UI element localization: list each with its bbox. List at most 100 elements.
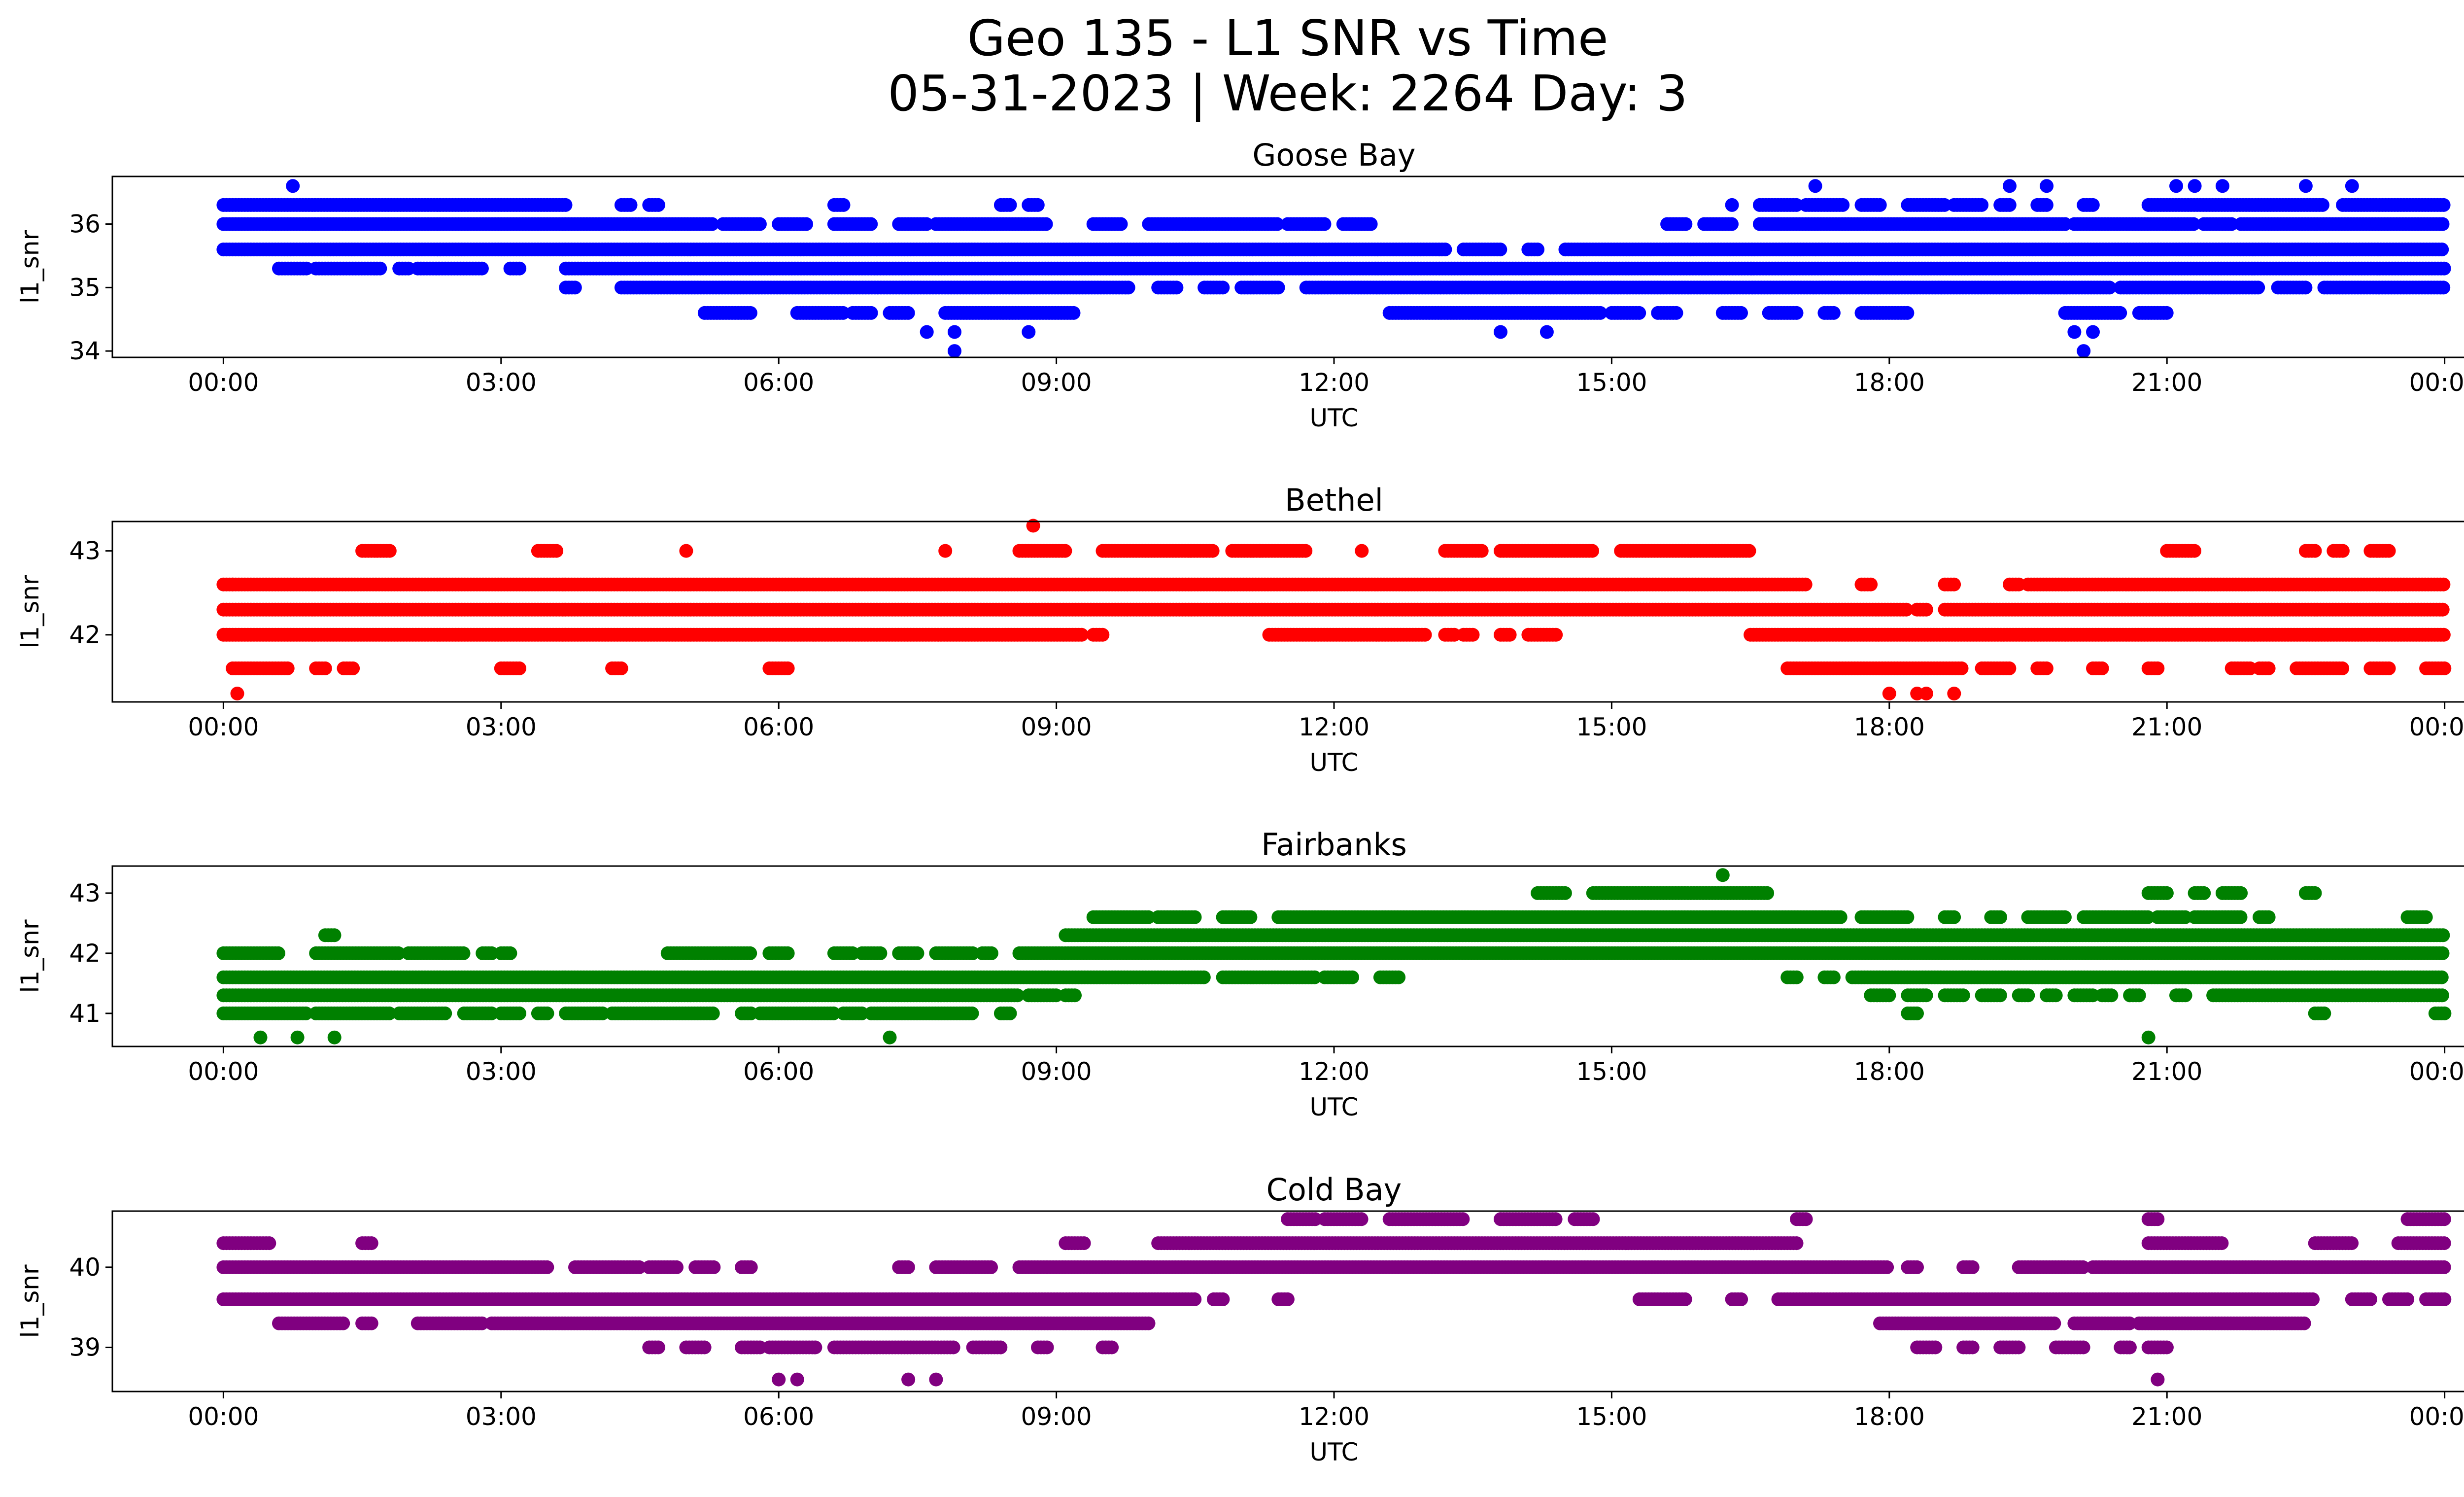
y-tick-label: 35 [69, 273, 101, 302]
x-tick-label: 06:00 [743, 368, 814, 397]
data-point [1632, 306, 1646, 320]
figure-title-line2: 05-31-2023 | Week: 2264 Day: 3 [0, 64, 2464, 123]
data-point [1003, 198, 1017, 212]
data-point [1585, 544, 1599, 558]
data-point [286, 179, 300, 193]
data-point [2298, 280, 2312, 294]
data-point [1216, 280, 1230, 294]
x-tick-label: 18:00 [1854, 368, 1925, 397]
x-tick-label: 09:00 [1021, 368, 1092, 397]
data-point [2435, 243, 2449, 256]
data-point [2160, 306, 2174, 320]
x-tick-label: 21:00 [2131, 368, 2202, 397]
data-point [2003, 198, 2017, 212]
data-point [1067, 306, 1081, 320]
data-point [2216, 179, 2229, 193]
data-points [216, 179, 2451, 358]
data-point [2436, 603, 2450, 617]
data-point [1031, 198, 1045, 212]
data-point [1531, 243, 1544, 256]
data-point [1299, 544, 1312, 558]
data-point [2113, 306, 2127, 320]
data-point [837, 198, 851, 212]
data-point [1836, 198, 1849, 212]
data-point [383, 544, 397, 558]
data-point [1114, 217, 1128, 231]
data-point [1725, 198, 1739, 212]
data-point [2086, 198, 2100, 212]
data-point [2316, 198, 2329, 212]
data-point [901, 306, 915, 320]
data-point [568, 280, 582, 294]
data-points [216, 519, 2451, 701]
data-point [1827, 306, 1841, 320]
x-tick-label: 03:00 [466, 368, 537, 397]
data-point [948, 344, 961, 358]
data-point [2437, 198, 2451, 212]
data-point [2040, 179, 2053, 193]
data-point [753, 217, 767, 231]
data-point [475, 262, 489, 276]
data-point [1873, 198, 1887, 212]
subplot-title: Goose Bay [1252, 137, 1415, 173]
data-point [1743, 544, 1756, 558]
data-point [1678, 217, 1692, 231]
data-point [2436, 578, 2450, 592]
data-point [559, 198, 573, 212]
figure-title-line1: Geo 135 - L1 SNR vs Time [0, 9, 2464, 68]
y-tick-label: 36 [69, 210, 101, 239]
data-point [2040, 198, 2053, 212]
data-point [2336, 544, 2350, 558]
data-point [1364, 217, 1378, 231]
data-point [2437, 262, 2451, 276]
data-point [1039, 217, 1053, 231]
x-tick-label: 00:00 [188, 368, 259, 397]
data-point [549, 544, 563, 558]
data-point [1438, 243, 1452, 256]
data-point [1947, 578, 1961, 592]
data-point [1058, 544, 1072, 558]
data-point [2251, 280, 2265, 294]
data-point [864, 306, 878, 320]
data-point [2345, 179, 2359, 193]
data-point [920, 325, 934, 339]
data-point [1206, 544, 1220, 558]
data-point [1670, 306, 1683, 320]
data-point [2299, 179, 2313, 193]
data-point [799, 217, 813, 231]
data-point [1122, 280, 1135, 294]
data-point [1271, 280, 1285, 294]
data-point [948, 325, 961, 339]
data-point [1494, 325, 1507, 339]
data-point [2188, 544, 2201, 558]
data-point [1975, 198, 1988, 212]
data-point [2086, 325, 2100, 339]
data-point [2308, 544, 2322, 558]
data-point [1022, 325, 1035, 339]
data-point [1095, 628, 1109, 642]
data-point [2003, 179, 2017, 193]
data-point [1799, 578, 1813, 592]
data-point [2382, 544, 2396, 558]
data-point [2067, 325, 2081, 339]
data-point [1493, 243, 1507, 256]
data-point [2188, 179, 2202, 193]
data-point [513, 262, 526, 276]
data-point [2169, 179, 2183, 193]
data-point [1864, 578, 1878, 592]
data-point [1725, 217, 1739, 231]
subplot-title: Bethel [1285, 482, 1383, 518]
y-tick-label: 34 [69, 337, 101, 365]
data-point [2436, 217, 2450, 231]
data-point [1919, 603, 1933, 617]
data-point [744, 306, 757, 320]
data-point [373, 262, 387, 276]
data-point [1734, 306, 1748, 320]
data-point [1540, 325, 1554, 339]
x-tick-label: 12:00 [1299, 368, 1369, 397]
y-axis-label: l1_snr [16, 230, 44, 304]
